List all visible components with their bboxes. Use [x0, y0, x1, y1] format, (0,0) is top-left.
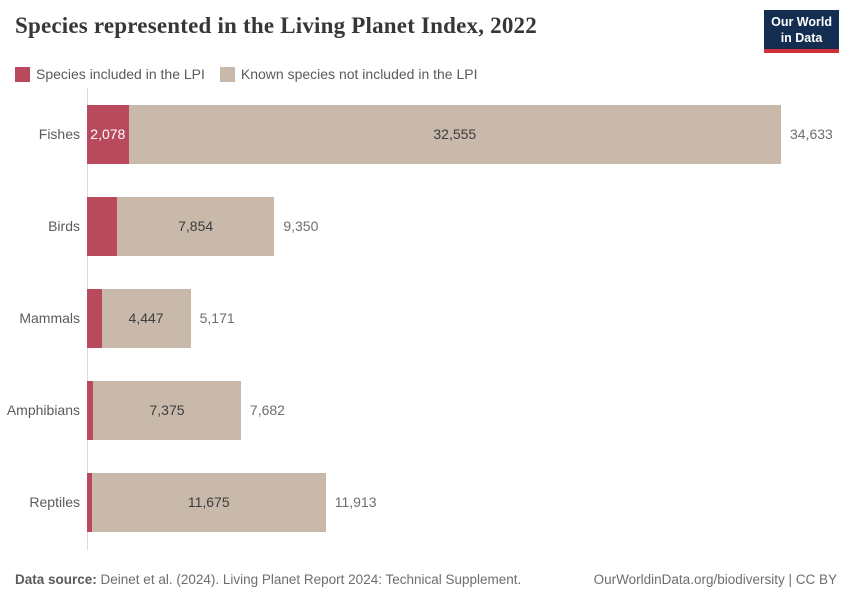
legend-label-included: Species included in the LPI — [36, 66, 205, 82]
category-label: Reptiles — [29, 494, 80, 510]
data-source-text: Deinet et al. (2024). Living Planet Repo… — [96, 572, 522, 587]
page-title: Species represented in the Living Planet… — [15, 13, 537, 38]
bar-rows: Fishes 2,078 32,555 34,633 Birds 7,854 9,350 Ma… — [0, 88, 850, 548]
stacked-bar[interactable]: 7,854 — [87, 196, 275, 256]
chart-row: Amphibians 7,375 7,682 — [0, 364, 850, 456]
legend-item-excluded[interactable]: Known species not included in the LPI — [219, 66, 478, 82]
chart-row: Birds 7,854 9,350 — [0, 180, 850, 272]
legend-swatch-excluded-icon — [219, 66, 235, 82]
chart-legend: Species included in the LPI Known specie… — [15, 66, 478, 82]
chart-row: Reptiles 11,675 11,913 — [0, 456, 850, 548]
stacked-bar[interactable]: 4,447 — [87, 288, 191, 348]
bar-segment-excluded[interactable]: 32,555 — [128, 104, 781, 164]
owid-link[interactable]: OurWorldinData.org/biodiversity | CC BY — [593, 572, 837, 587]
total-label: 7,682 — [249, 402, 285, 418]
data-source: Data source: Deinet et al. (2024). Livin… — [15, 572, 521, 587]
stacked-bar[interactable]: 7,375 — [87, 380, 241, 440]
owid-logo[interactable]: Our World in Data — [764, 10, 839, 54]
bar-segment-excluded[interactable]: 7,375 — [93, 380, 241, 440]
bar-segment-excluded[interactable]: 7,854 — [116, 196, 275, 256]
total-label: 11,913 — [334, 494, 377, 510]
total-label: 34,633 — [789, 126, 833, 142]
legend-item-included[interactable]: Species included in the LPI — [15, 66, 205, 82]
stacked-bar[interactable]: 11,675 — [87, 472, 326, 532]
legend-swatch-included-icon — [15, 66, 30, 82]
data-source-label: Data source: — [15, 572, 97, 587]
chart-row: Mammals 4,447 5,171 — [0, 272, 850, 364]
category-label: Fishes — [38, 126, 80, 142]
chart-row: Fishes 2,078 32,555 34,633 — [0, 88, 850, 180]
category-label: Birds — [48, 218, 80, 234]
bar-chart: Fishes 2,078 32,555 34,633 Birds 7,854 9,350 Ma… — [0, 88, 850, 550]
bar-segment-excluded[interactable]: 4,447 — [101, 288, 191, 348]
total-label: 9,350 — [283, 218, 319, 234]
bar-segment-excluded[interactable]: 11,675 — [91, 472, 326, 532]
category-label: Mammals — [19, 310, 80, 326]
bar-segment-included[interactable] — [87, 196, 117, 256]
bar-segment-included[interactable] — [87, 288, 102, 348]
owid-logo-line1: Our World — [771, 15, 832, 29]
owid-logo-line2: in Data — [780, 30, 823, 45]
bar-segment-included[interactable]: 2,078 — [87, 104, 129, 164]
category-label: Amphibians — [6, 402, 80, 418]
chart-footer: Data source: Deinet et al. (2024). Livin… — [15, 572, 837, 587]
bar-segment-included[interactable] — [87, 472, 92, 532]
bar-segment-included[interactable] — [87, 380, 94, 440]
stacked-bar[interactable]: 2,078 32,555 — [87, 104, 781, 164]
total-label: 5,171 — [199, 310, 235, 326]
legend-label-excluded: Known species not included in the LPI — [240, 66, 478, 82]
